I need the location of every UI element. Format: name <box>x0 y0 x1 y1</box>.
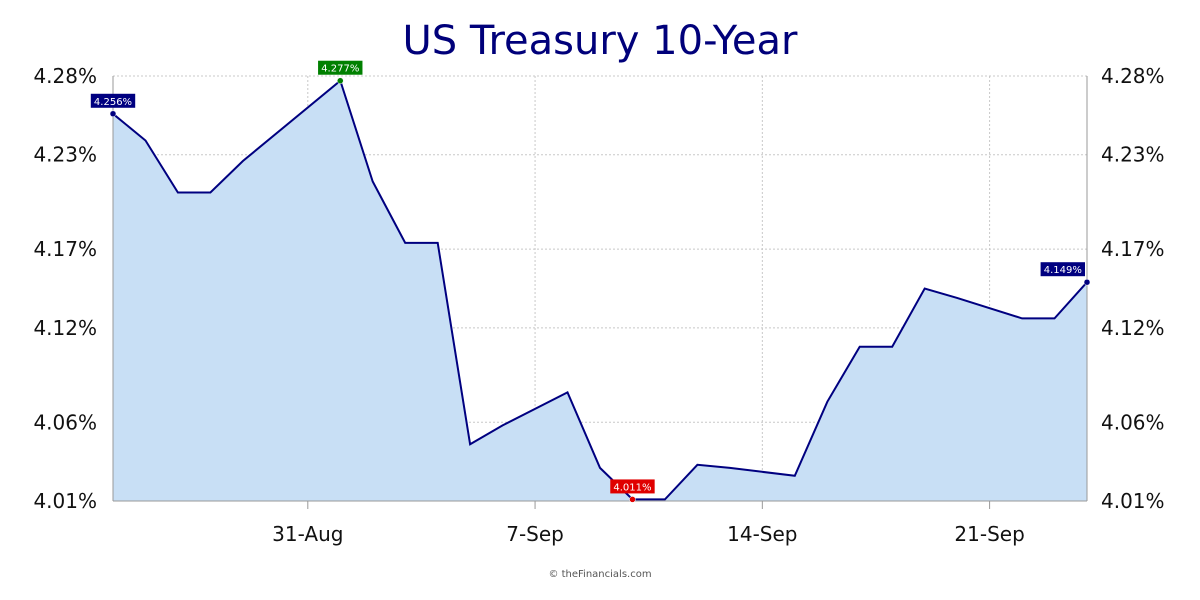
x-tick-label: 31-Aug <box>272 522 343 546</box>
chart-title: US Treasury 10-Year <box>402 18 798 64</box>
data-point-marker <box>337 77 344 84</box>
data-label-default: 4.256% <box>90 93 136 108</box>
y-tick-label-right: 4.23% <box>1101 143 1165 167</box>
y-axis-left: 4.01% 4.06% 4.12% 4.17% 4.23% 4.28% <box>33 64 97 513</box>
data-label-text: 4.149% <box>1044 265 1082 276</box>
data-label-default: 4.149% <box>1040 262 1085 277</box>
data-point-marker <box>1083 278 1091 286</box>
data-label-box <box>90 93 136 108</box>
y-tick-label-left: 4.12% <box>33 316 97 340</box>
data-label-box <box>318 60 363 75</box>
y-tick-label-left: 4.23% <box>33 143 97 167</box>
credit-text: © theFinancials.com <box>548 569 652 580</box>
y-axis-right: 4.01% 4.06% 4.12% 4.17% 4.23% 4.28% <box>1101 64 1165 513</box>
y-tick-label-left: 4.17% <box>33 237 97 261</box>
x-tick-label: 21-Sep <box>954 522 1024 546</box>
data-points <box>109 77 1091 503</box>
data-point-marker <box>629 496 636 503</box>
y-tick-label-right: 4.28% <box>1101 64 1165 88</box>
data-label-low: 4.011% <box>610 479 655 494</box>
y-tick-label-right: 4.01% <box>1101 489 1165 513</box>
data-point-marker <box>109 110 117 118</box>
y-tick-label-right: 4.17% <box>1101 237 1165 261</box>
y-tick-label-right: 4.12% <box>1101 316 1165 340</box>
data-label-box <box>1040 262 1085 277</box>
data-label-text: 4.011% <box>613 482 651 493</box>
x-tick-label: 14-Sep <box>727 522 797 546</box>
plot-frame <box>112 76 1088 502</box>
x-axis: 31-Aug 7-Sep 14-Sep 21-Sep <box>272 501 1025 546</box>
data-label-text: 4.277% <box>321 64 359 75</box>
x-tick-label: 7-Sep <box>506 522 564 546</box>
data-label-text: 4.256% <box>94 97 132 108</box>
data-label-box <box>610 479 655 494</box>
data-labels: 4.256% 4.277% 4.011% 4.149% <box>90 60 1085 494</box>
y-tick-label-right: 4.06% <box>1101 410 1165 434</box>
y-tick-label-left: 4.06% <box>33 410 97 434</box>
series-area <box>113 80 1087 501</box>
data-label-high: 4.277% <box>318 60 363 75</box>
y-tick-label-left: 4.01% <box>33 489 97 513</box>
y-tick-label-left: 4.28% <box>33 64 97 88</box>
